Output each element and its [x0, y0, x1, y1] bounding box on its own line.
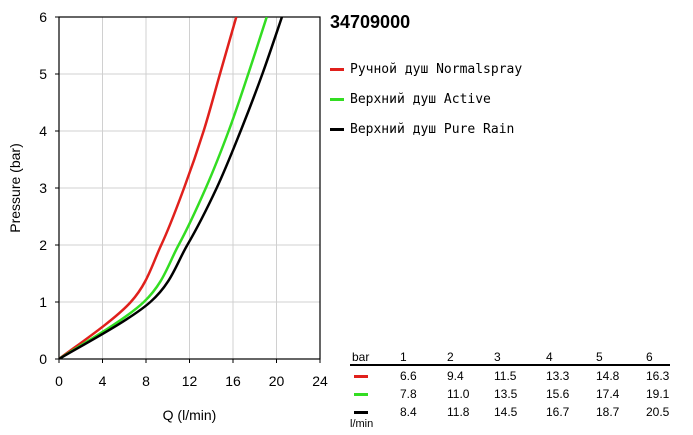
x-tick-label: 0 [55, 373, 63, 389]
table-row-swatch [354, 393, 368, 396]
x-tick-label: 20 [269, 373, 285, 389]
chart-title: 34709000 [330, 12, 411, 32]
table-cell: 19.1 [646, 387, 670, 401]
y-tick-label: 0 [39, 351, 47, 367]
table-header: bar 1 2 3 4 5 6 [350, 350, 670, 366]
table-cell: 11.8 [447, 405, 470, 419]
table-cell: 15.6 [546, 387, 570, 401]
table-cell: 6.6 [400, 369, 417, 383]
legend-label: Верхний душ Active [350, 91, 491, 107]
table-cell: 13.3 [546, 369, 570, 383]
legend: Ручной душ Normalspray Верхний душ Active… [330, 54, 522, 144]
x-tick-label: 8 [142, 373, 150, 389]
x-axis-label: Q (l/min) [163, 407, 217, 423]
legend-item: Верхний душ Pure Rain [330, 114, 522, 144]
legend-swatch [330, 127, 344, 131]
table-column-header: 2 [447, 350, 454, 364]
table-row: 8.4 11.8 14.5 16.7 18.7 20.5 [350, 402, 670, 420]
y-tick-label: 1 [39, 294, 47, 310]
table-cell: 11.5 [494, 369, 517, 383]
table-cell: 11.0 [447, 387, 470, 401]
y-axis-label: Pressure (bar) [7, 143, 23, 232]
table-column-header: 3 [494, 350, 501, 364]
table-cell: 8.4 [400, 405, 417, 419]
table-cell: 16.3 [646, 369, 670, 383]
table-cell: 18.7 [596, 405, 620, 419]
values-table: bar 1 2 3 4 5 6 6.6 9.4 11.5 13.3 14.8 16.3 7.8 11.0 13… [350, 350, 670, 420]
x-tick-label: 4 [99, 373, 107, 389]
table-cell: 13.5 [494, 387, 518, 401]
table-cell: 17.4 [596, 387, 620, 401]
table-row: 6.6 9.4 11.5 13.3 14.8 16.3 [350, 366, 670, 384]
y-tick-label: 3 [39, 180, 47, 196]
table-header-label: bar [352, 350, 370, 364]
legend-swatch [330, 97, 344, 101]
legend-item: Верхний душ Active [330, 84, 522, 114]
x-tick-label: 12 [182, 373, 198, 389]
table-row-swatch [354, 375, 368, 378]
table-column-header: 6 [646, 350, 653, 364]
table-cell: 16.7 [546, 405, 570, 419]
x-tick-label: 24 [312, 373, 328, 389]
legend-swatch [330, 67, 344, 71]
series-line-2 [59, 17, 268, 359]
series-line-1 [59, 17, 238, 359]
table-row-swatch [354, 411, 368, 414]
legend-label: Ручной душ Normalspray [350, 61, 523, 77]
legend-item: Ручной душ Normalspray [330, 54, 522, 84]
y-tick-label: 5 [39, 66, 47, 82]
y-tick-label: 4 [39, 123, 47, 139]
table-row: 7.8 11.0 13.5 15.6 17.4 19.1 [350, 384, 670, 402]
table-unit-label: l/min [350, 418, 374, 430]
legend-label: Верхний душ Pure Rain [350, 121, 515, 137]
table-cell: 7.8 [400, 387, 417, 401]
table-column-header: 1 [400, 350, 407, 364]
table-cell: 20.5 [646, 405, 670, 419]
table-cell: 14.5 [494, 405, 518, 419]
x-tick-label: 16 [225, 373, 241, 389]
table-cell: 9.4 [447, 369, 464, 383]
table-column-header: 4 [546, 350, 553, 364]
y-tick-label: 2 [39, 237, 47, 253]
table-column-header: 5 [596, 350, 603, 364]
table-cell: 14.8 [596, 369, 620, 383]
series-line-3 [59, 17, 284, 359]
y-tick-label: 6 [39, 9, 47, 25]
